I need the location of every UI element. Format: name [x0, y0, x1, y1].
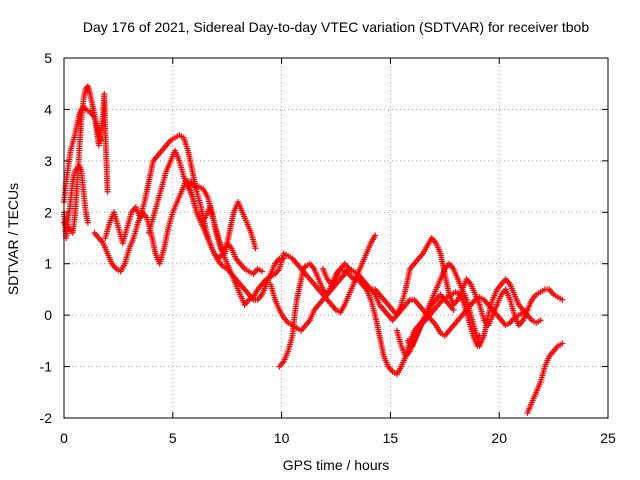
- plot-frame: [63, 57, 609, 419]
- data-point: [372, 232, 379, 239]
- data-point: [84, 219, 91, 226]
- x-tick-label: 25: [600, 430, 616, 446]
- series-group: [61, 83, 566, 416]
- tick-labels: 0 5 10 15 20 25 -2 -1 0 1 2 3 4 5: [40, 50, 616, 446]
- y-tick-label: 4: [44, 101, 52, 117]
- data-point: [97, 137, 104, 144]
- y-tick-label: 0: [44, 307, 52, 323]
- x-axis-title: GPS time / hours: [283, 457, 390, 473]
- data-point: [450, 307, 457, 313]
- data-point: [537, 317, 544, 324]
- data-point: [104, 188, 111, 195]
- x-tick-label: 5: [169, 430, 177, 446]
- data-point: [81, 105, 88, 112]
- x-tick-label: 10: [274, 430, 290, 446]
- y-tick-label: 2: [44, 204, 52, 220]
- y-tick-label: 3: [44, 153, 52, 169]
- y-tick-label: 1: [44, 256, 52, 272]
- chart-title: Day 176 of 2021, Sidereal Day-to-day VTE…: [83, 19, 590, 35]
- y-tick-label: 5: [44, 50, 52, 66]
- x-tick-label: 15: [383, 430, 399, 446]
- grid: [63, 57, 609, 419]
- data-point: [252, 245, 259, 252]
- series-track-7: [185, 178, 379, 316]
- y-tick-label: -1: [40, 359, 53, 375]
- data-point: [259, 268, 266, 275]
- data-point: [559, 340, 566, 347]
- data-point: [476, 332, 483, 339]
- series-track-13: [524, 340, 566, 416]
- x-tick-label: 0: [60, 430, 68, 446]
- data-point: [559, 296, 566, 303]
- data-point: [301, 264, 308, 271]
- series-track-2: [61, 103, 104, 205]
- y-axis-title: SDTVAR / TECUs: [5, 183, 21, 295]
- y-tick-label: -2: [40, 410, 53, 426]
- series-track-12: [404, 289, 483, 349]
- x-tick-label: 20: [491, 430, 507, 446]
